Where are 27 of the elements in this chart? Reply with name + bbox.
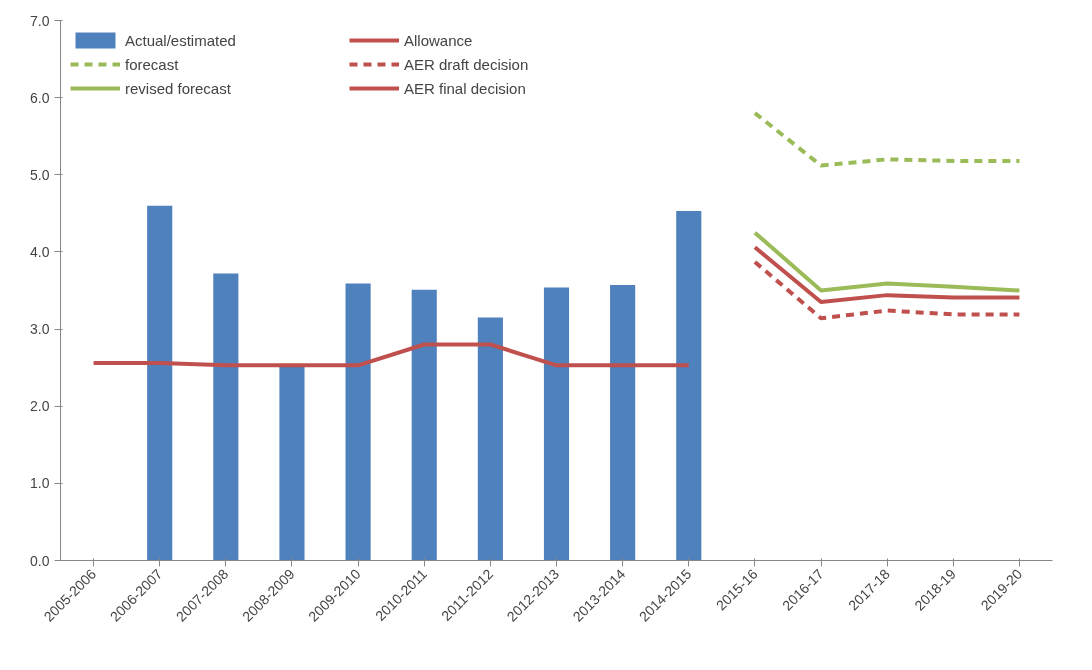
bar bbox=[345, 283, 371, 561]
bar bbox=[543, 287, 570, 561]
legend-label: Actual/estimated bbox=[125, 31, 237, 49]
line-series bbox=[752, 259, 1022, 321]
bar bbox=[279, 365, 305, 561]
bar bbox=[213, 273, 239, 561]
y-tick-label: 0.0 bbox=[30, 552, 50, 569]
legend-label: AER draft decision bbox=[404, 55, 530, 73]
line-series bbox=[752, 230, 1022, 293]
bar bbox=[676, 211, 702, 561]
legend-label: AER final decision bbox=[404, 79, 527, 97]
bar bbox=[147, 205, 173, 561]
y-tick-label: 4.0 bbox=[30, 243, 50, 260]
legend-label: forecast bbox=[125, 55, 180, 73]
y-tick-label: 2.0 bbox=[30, 398, 50, 415]
y-tick-label: 6.0 bbox=[30, 89, 50, 106]
y-tick-label: 1.0 bbox=[30, 475, 50, 492]
line-series bbox=[752, 111, 1022, 168]
y-tick-label: 3.0 bbox=[30, 321, 50, 338]
y-tick-label: 7.0 bbox=[30, 12, 50, 29]
legend-label: revised forecast bbox=[125, 79, 232, 97]
bar bbox=[477, 317, 503, 561]
bar bbox=[610, 285, 636, 561]
bar bbox=[411, 289, 437, 561]
y-tick-label: 5.0 bbox=[30, 166, 50, 183]
line-series bbox=[752, 245, 1022, 305]
legend-label: Allowance bbox=[404, 31, 474, 49]
